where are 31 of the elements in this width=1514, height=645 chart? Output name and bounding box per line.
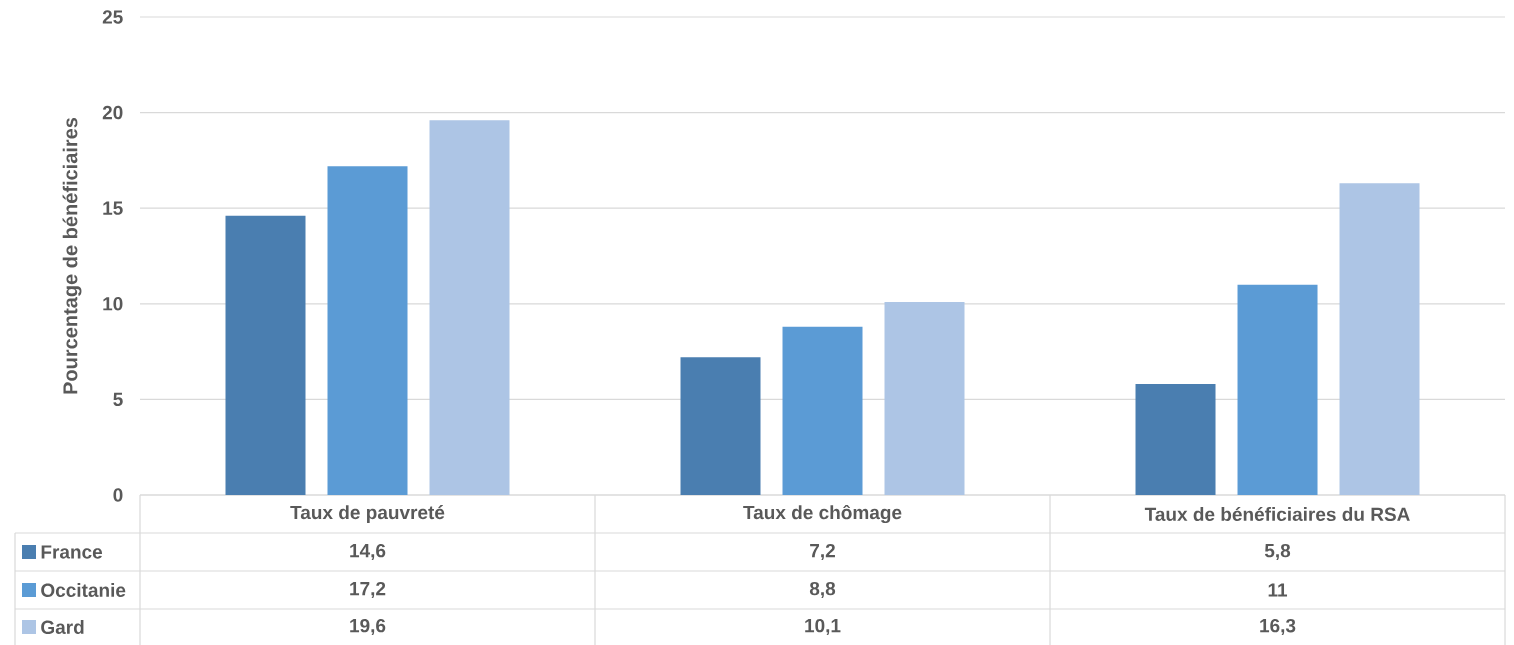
data-label: 10,1 [805,618,841,636]
y-tick-label: 0 [113,488,123,502]
bar [1339,183,1420,495]
y-tick-label: 25 [102,10,123,24]
y-tick-label: 15 [103,201,123,215]
x-tick-label: Taux de pauvreté [290,505,445,523]
bar [225,215,306,495]
legend-label: Gard [41,620,84,634]
y-tick-label: 20 [102,105,123,120]
bar [429,120,510,495]
bar [884,301,965,495]
x-tick-label: Taux de chômage [743,504,902,524]
bar [680,357,761,495]
data-label: 19,6 [350,618,386,636]
bar [1135,384,1216,495]
data-label: 11 [1268,583,1288,597]
y-tick-label: 10 [103,297,123,311]
bar [782,326,863,495]
data-label: 7,2 [810,543,835,561]
legend-label: France [41,545,103,559]
y-tick-label: 5 [113,392,123,407]
bar [327,166,408,495]
data-label: 16,3 [1260,618,1296,636]
y-axis-title: Pourcentage de bénéficiaires [62,117,82,394]
legend-label: Occitanie [41,583,126,597]
data-label: 14,6 [350,543,386,561]
data-label: 17,2 [350,581,386,599]
x-tick-label: Taux de bénéficiaires du RSA [1144,506,1410,522]
data-label: 8,8 [809,581,836,599]
data-label: 5,8 [1264,543,1291,561]
bar [1237,284,1318,495]
